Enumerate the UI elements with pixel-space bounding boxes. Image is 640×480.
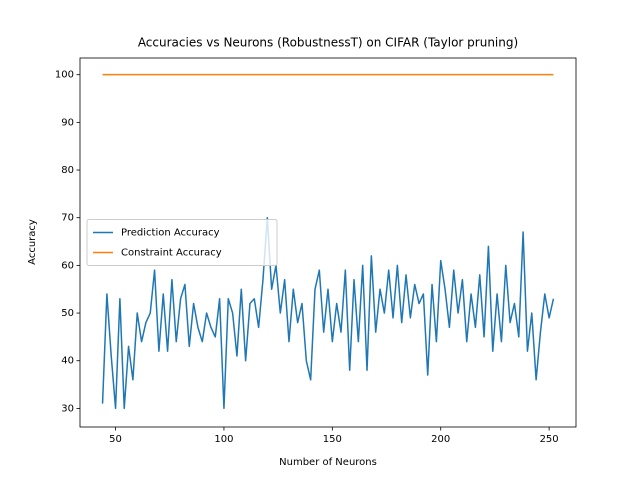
y-tick-label: 60 <box>61 260 74 271</box>
y-tick-label: 50 <box>61 308 74 319</box>
chart-title: Accuracies vs Neurons (RobustnessT) on C… <box>138 36 518 50</box>
x-tick-label: 100 <box>214 434 233 445</box>
x-tick-label: 150 <box>323 434 342 445</box>
legend-box <box>86 219 278 266</box>
y-tick-label: 90 <box>61 117 74 128</box>
legend-label: Prediction Accuracy <box>121 228 220 239</box>
y-tick-label: 100 <box>55 70 74 81</box>
y-tick-label: 40 <box>61 356 74 367</box>
y-tick-label: 30 <box>61 403 74 414</box>
legend-label: Constraint Accuracy <box>121 248 222 259</box>
y-tick-label: 80 <box>61 165 74 176</box>
x-axis-label: Number of Neurons <box>279 457 377 468</box>
x-tick-label: 50 <box>109 434 122 445</box>
data-line <box>101 216 555 410</box>
y-tick-label: 70 <box>61 213 74 224</box>
y-axis-label: Accuracy <box>27 219 38 265</box>
x-tick-label: 200 <box>431 434 450 445</box>
axes-frame <box>79 57 577 428</box>
x-tick-label: 250 <box>540 434 559 445</box>
